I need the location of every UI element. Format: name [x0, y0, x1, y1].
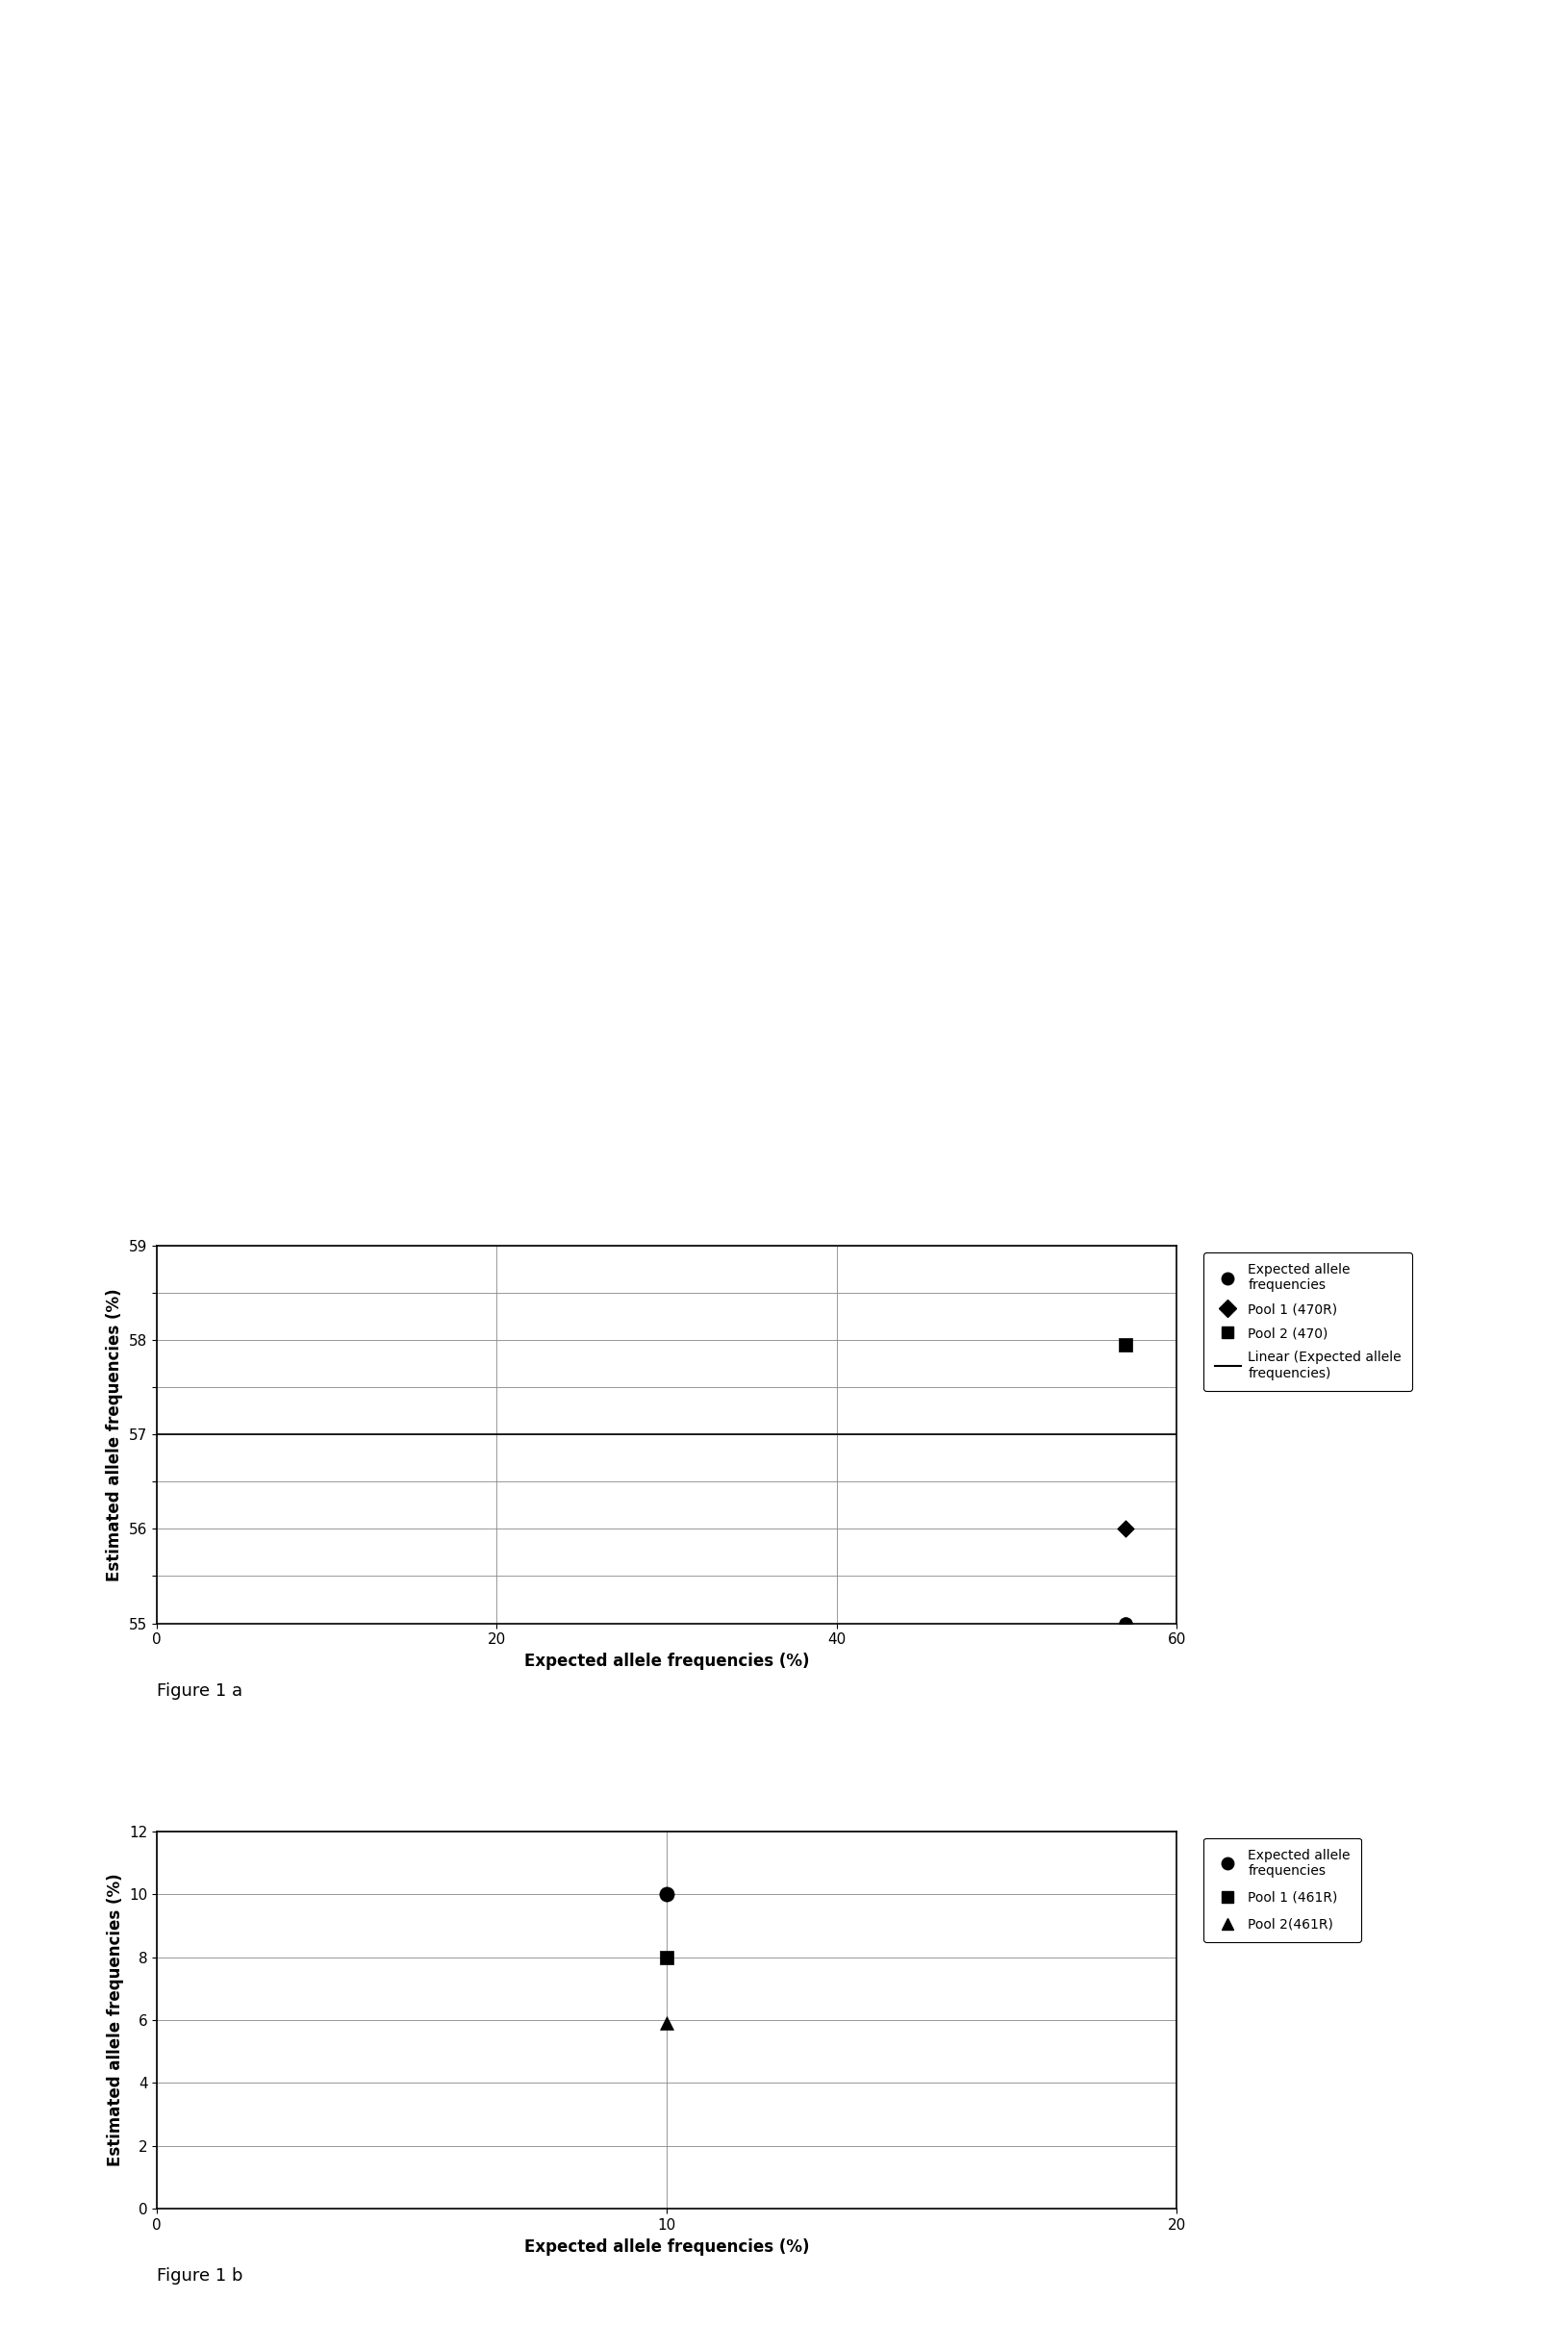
Y-axis label: Estimated allele frequencies (%): Estimated allele frequencies (%): [107, 1873, 124, 2167]
Legend: Expected allele
frequencies, Pool 1 (470R), Pool 2 (470), Linear (Expected allel: Expected allele frequencies, Pool 1 (470…: [1203, 1253, 1411, 1391]
Point: [654, 1939, 679, 1976]
X-axis label: Expected allele frequencies (%): Expected allele frequencies (%): [524, 2237, 809, 2256]
Text: Figure 1 b: Figure 1 b: [157, 2268, 243, 2284]
Y-axis label: Estimated allele frequencies (%): Estimated allele frequencies (%): [107, 1288, 124, 1582]
Point: [1113, 1511, 1138, 1549]
Point: [654, 2005, 679, 2042]
Legend: Expected allele
frequencies, Pool 1 (461R), Pool 2(461R): Expected allele frequencies, Pool 1 (461…: [1203, 1838, 1359, 1941]
Point: [1113, 1605, 1138, 1643]
Text: Figure 1 a: Figure 1 a: [157, 1683, 243, 1699]
Point: [654, 1875, 679, 1913]
X-axis label: Expected allele frequencies (%): Expected allele frequencies (%): [524, 1652, 809, 1671]
Point: [1113, 1325, 1138, 1363]
